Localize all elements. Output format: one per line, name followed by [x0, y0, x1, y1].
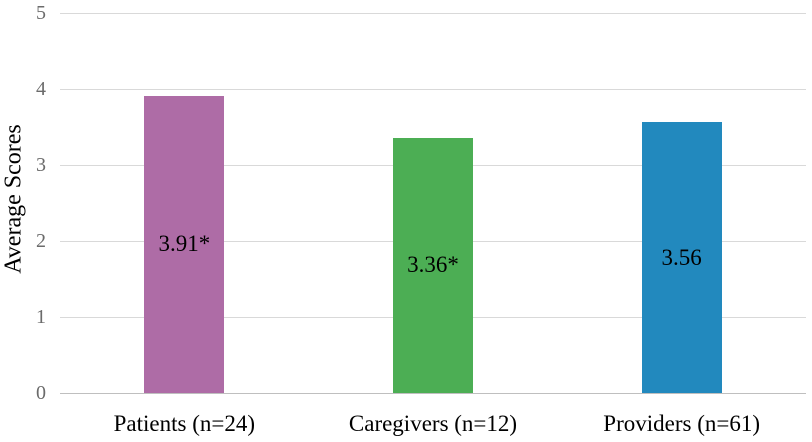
- bar-patients: [144, 95, 225, 393]
- gridline: [60, 13, 806, 14]
- y-axis-tick-label: 2: [36, 230, 46, 252]
- y-axis-tick-label: 1: [36, 306, 46, 328]
- x-axis-line: [60, 393, 806, 394]
- y-axis-tick-label: 4: [36, 78, 46, 100]
- bar-caregivers: [393, 137, 473, 393]
- y-axis-tick-label: 0: [36, 382, 46, 404]
- bar-providers: [641, 122, 722, 393]
- gridline: [60, 89, 806, 90]
- x-axis-category-label: Caregivers (n=12): [348, 411, 518, 436]
- bar-data-label: 3.91*: [158, 231, 211, 257]
- y-axis-tick-label: 3: [36, 154, 46, 176]
- bar-data-label: 3.36*: [407, 252, 459, 278]
- x-axis-category-label: Patients (n=24): [113, 411, 256, 436]
- y-axis-tick-label: 5: [36, 2, 46, 24]
- x-axis-category-label: Providers (n=61): [603, 411, 760, 436]
- bar-data-label: 3.56: [661, 244, 702, 270]
